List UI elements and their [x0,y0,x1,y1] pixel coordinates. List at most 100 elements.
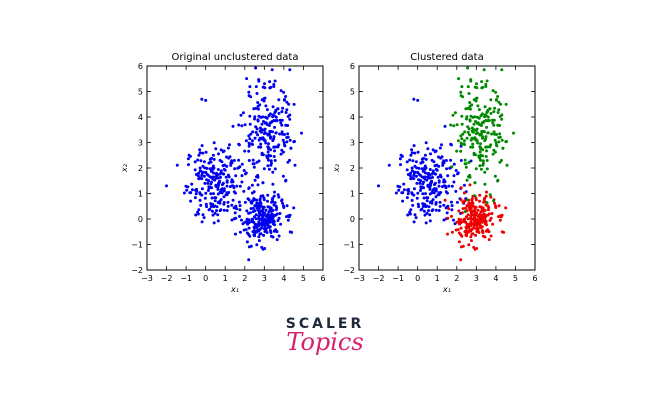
scatter-point [473,210,477,214]
scatter-point [213,178,217,182]
scatter-point [201,151,205,155]
scatter-point [211,153,215,157]
scatter-point [224,193,228,197]
scatter-point [454,169,458,172]
scatter-point [281,138,285,142]
scatter-point [268,112,272,116]
scatter-point [432,183,436,187]
scatter-point [252,165,256,169]
scatter-point [481,159,485,163]
scatter-point [254,217,258,221]
scatter-point [476,141,480,145]
scatter-point [262,99,266,103]
scatter-point [189,199,193,203]
scatter-point [457,240,461,244]
scatter-point [245,240,249,244]
scatter-point [431,169,435,173]
scatter-point [424,205,428,209]
scatter-point [438,173,442,177]
scatter-point [215,205,219,209]
scatter-point [406,192,410,196]
scatter-point [459,159,463,162]
scatter-point [429,152,432,156]
scatter-point [414,174,418,178]
x-tick-label: 6 [320,274,325,283]
scatter-point [254,106,258,110]
scatter-point [455,200,459,204]
scatter-point [504,102,508,106]
scatter-point [222,172,226,176]
scatter-point [259,136,263,140]
scatter-point [292,206,296,210]
scatter-point [264,226,268,230]
scatter-point [232,186,236,190]
scatter-point [212,221,216,225]
scatter-point [466,213,470,217]
x-tick-label: 6 [532,274,537,283]
scatter-point [471,204,475,208]
scatter-point [424,175,427,179]
scatter-point [237,143,241,147]
scatter-point [484,194,488,198]
scatter-point [283,144,287,148]
scatter-point [253,115,257,119]
scatter-point [478,150,482,154]
scatter-point [415,181,419,185]
scatter-point [198,198,202,202]
scatter-point [270,68,274,72]
scatter-point [428,168,432,171]
scatter-point [484,220,488,224]
scatter-point [258,129,262,133]
scatter-point [258,232,262,236]
scatter-point [459,186,463,190]
scatter-point [281,174,285,178]
scatter-point [417,166,421,170]
scatter-point [266,193,270,197]
scatter-point [450,184,454,188]
scatter-point [430,179,434,183]
scatter-point [465,117,468,121]
scatter-point [475,139,479,143]
y-tick-label: 1 [350,190,355,199]
scatter-point [426,147,430,151]
scatter-point [440,155,444,159]
scatter-point [255,226,259,229]
scatter-point [271,139,275,143]
scatter-point [288,158,291,162]
scatter-point [463,130,467,134]
scatter-point [253,232,257,236]
scatter-point [463,206,467,210]
scatter-point [485,79,489,83]
scatter-point [465,204,469,208]
scatter-point [190,182,194,186]
scatter-point [276,107,280,111]
scatter-point [443,124,447,128]
scatter-point [274,131,278,135]
scatter-point [267,158,270,162]
scatter-point [445,211,449,215]
scatter-point [460,234,464,238]
scatter-point [480,112,484,116]
scatter-point [460,85,464,89]
scatter-point [293,163,297,167]
scatter-point [497,215,500,219]
scatter-point [244,172,247,176]
scatter-point [497,204,501,208]
scatter-point [437,180,441,184]
scatter-point [471,217,475,221]
scatter-point [474,233,478,237]
scatter-point [244,139,248,143]
scatter-point [269,154,273,158]
scatter-point [474,198,478,202]
scatter-point [259,217,263,221]
scatter-point [399,163,402,167]
scatter-point [196,212,200,216]
scatter-point [254,125,258,129]
scatter-point [243,220,247,224]
scatter-point [416,171,419,174]
scatter-point [266,150,270,154]
scatter-point [492,110,496,114]
scatter-point [193,168,197,172]
